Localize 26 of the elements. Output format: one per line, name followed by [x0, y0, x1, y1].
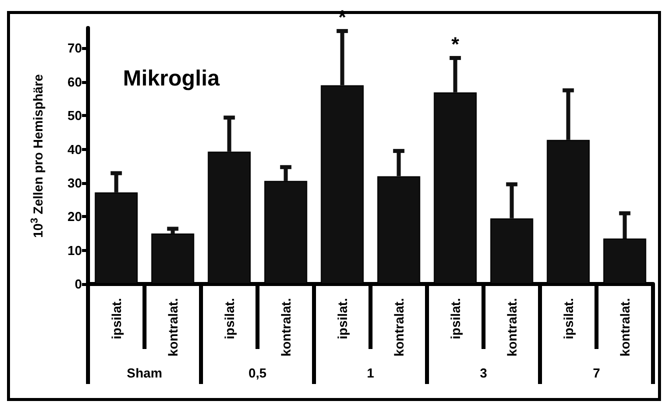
x-tick-label: ipsilat.	[108, 298, 124, 340]
text: Mikroglia	[123, 66, 220, 90]
x-tick-label: kontralat.	[278, 298, 294, 357]
x-tick-label: kontralat.	[165, 298, 180, 357]
x-tick-label: kontralat.	[391, 298, 406, 357]
y-tick-label: 30	[68, 175, 82, 190]
y-tick-label: 60	[68, 74, 82, 90]
y-tick-label: 40	[68, 142, 82, 157]
y-tick-label: 70	[68, 40, 82, 56]
x-tick-label: kontralat.	[617, 298, 632, 357]
data-label: *	[451, 34, 460, 56]
x-tick-label: ipsilat.	[222, 298, 237, 340]
y-axis-title: 103 Zellen pro Hemisphäre	[30, 74, 46, 238]
text: 1	[366, 366, 374, 380]
text: Sham	[126, 366, 162, 380]
text: 3	[480, 366, 488, 380]
y-tick-label: 10	[68, 242, 82, 258]
y-tick-label: 50	[68, 108, 82, 124]
x-tick-label: ipsilat.	[448, 298, 463, 340]
y-tick-label: 0	[74, 276, 82, 292]
text: 7	[592, 366, 600, 380]
x-tick-label: ipsilat.	[334, 298, 350, 340]
x-tick-label: kontralat.	[504, 298, 520, 357]
y-tick-label: 20	[68, 209, 82, 224]
x-tick-label: ipsilat.	[560, 298, 576, 340]
text: 0,5	[248, 366, 267, 380]
